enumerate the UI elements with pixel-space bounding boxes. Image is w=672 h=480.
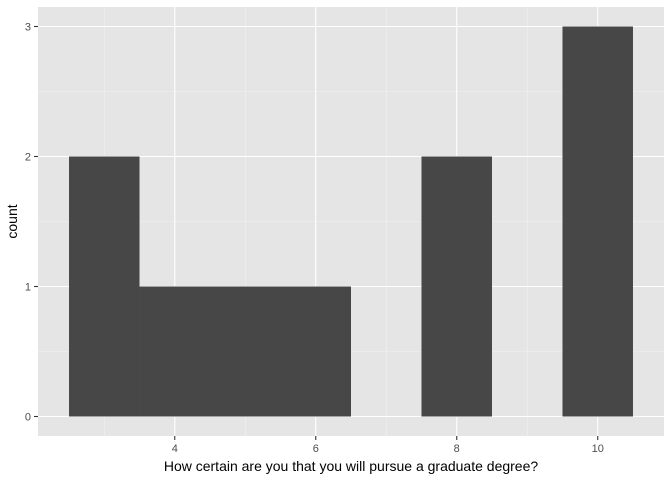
axis-ticks xyxy=(34,25,599,440)
y-tick-label: 0 xyxy=(25,412,31,424)
y-tick-label: 1 xyxy=(25,282,31,294)
x-tick-label: 4 xyxy=(172,443,178,455)
y-axis-tick-labels: 0 1 2 3 xyxy=(25,22,31,424)
histogram-bar xyxy=(280,286,351,417)
histogram-bars xyxy=(69,26,633,417)
x-axis-title: How certain are you that you will pursue… xyxy=(164,458,539,474)
histogram-bar xyxy=(421,156,492,417)
x-axis-tick-labels: 4 6 8 10 xyxy=(172,443,604,455)
minor-gridlines xyxy=(38,7,664,436)
x-tick-label: 8 xyxy=(454,443,460,455)
y-tick-label: 2 xyxy=(25,152,31,164)
histogram-bar xyxy=(562,26,633,417)
y-tick-label: 3 xyxy=(25,22,31,34)
histogram-bar xyxy=(69,156,140,417)
x-tick-label: 10 xyxy=(592,443,604,455)
histogram-bar xyxy=(139,286,211,417)
x-tick-label: 6 xyxy=(313,443,319,455)
y-axis-title: count xyxy=(4,204,20,238)
histogram-bar xyxy=(210,286,281,417)
